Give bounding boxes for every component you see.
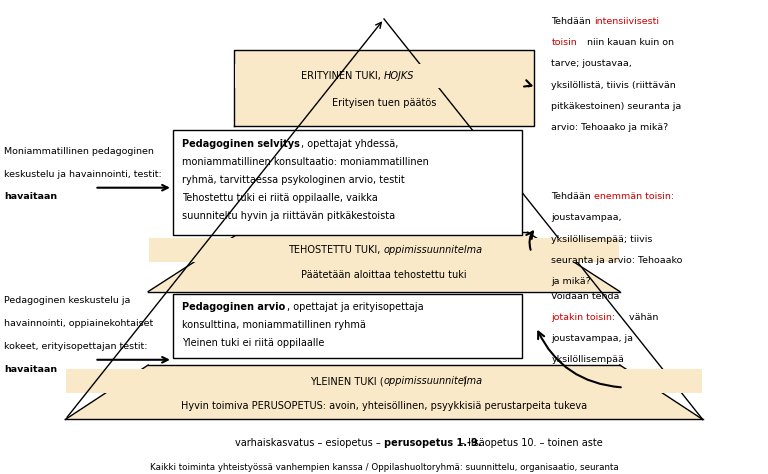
Text: toisin: toisin xyxy=(551,38,578,47)
Text: Päätetään aloittaa tehostettu tuki: Päätetään aloittaa tehostettu tuki xyxy=(301,270,467,280)
Polygon shape xyxy=(234,50,534,126)
Text: , opettajat ja erityisopettaja: , opettajat ja erityisopettaja xyxy=(287,302,424,312)
Text: joustavampaa, ja: joustavampaa, ja xyxy=(551,334,634,343)
Text: ja mikä?: ja mikä? xyxy=(551,277,591,286)
Text: Tehdään: Tehdään xyxy=(551,17,594,26)
Text: ERITYINEN TUKI,: ERITYINEN TUKI, xyxy=(301,71,384,82)
Text: Pedagoginen arvio: Pedagoginen arvio xyxy=(182,302,285,312)
Text: oppimissuunnitelma: oppimissuunnitelma xyxy=(384,376,483,386)
Text: Moniammatillinen pedagoginen: Moniammatillinen pedagoginen xyxy=(4,147,154,156)
Text: yksilöllisempää; tiivis: yksilöllisempää; tiivis xyxy=(551,235,653,244)
Polygon shape xyxy=(65,365,703,419)
Polygon shape xyxy=(148,232,620,292)
FancyArrowPatch shape xyxy=(524,80,531,87)
Text: keskustelu ja havainnointi, testit:: keskustelu ja havainnointi, testit: xyxy=(4,170,161,179)
Text: seuranta ja arvio: Tehoaako: seuranta ja arvio: Tehoaako xyxy=(551,256,683,265)
Text: HOJKS: HOJKS xyxy=(384,71,415,82)
Text: joustavampaa,: joustavampaa, xyxy=(551,213,622,222)
Text: kokeet, erityisopettajan testit:: kokeet, erityisopettajan testit: xyxy=(4,342,147,351)
Text: oppimissuunnitelma: oppimissuunnitelma xyxy=(384,245,483,255)
Text: Tehostettu tuki ei riitä oppilaalle, vaikka: Tehostettu tuki ei riitä oppilaalle, vai… xyxy=(182,193,378,203)
Text: tarve; joustavaa,: tarve; joustavaa, xyxy=(551,59,632,68)
Text: arvio: Tehoaako ja mikä?: arvio: Tehoaako ja mikä? xyxy=(551,123,669,132)
Text: , opettajat yhdessä,: , opettajat yhdessä, xyxy=(301,139,399,149)
Text: Kaikki toiminta yhteistyössä vanhempien kanssa / Oppilashuoltoryhmä: suunnittelu: Kaikki toiminta yhteistyössä vanhempien … xyxy=(150,463,618,472)
FancyBboxPatch shape xyxy=(149,238,619,262)
FancyBboxPatch shape xyxy=(66,370,702,393)
Text: ERITYINEN TUKI,: ERITYINEN TUKI, xyxy=(297,64,380,74)
Text: Yleinen tuki ei riitä oppilaalle: Yleinen tuki ei riitä oppilaalle xyxy=(182,338,324,348)
Text: perusopetus 1.-9.: perusopetus 1.-9. xyxy=(384,438,482,448)
Text: Voidaan tehdä: Voidaan tehdä xyxy=(551,292,620,301)
FancyBboxPatch shape xyxy=(173,294,522,358)
Text: pitkäkestoinen) seuranta ja: pitkäkestoinen) seuranta ja xyxy=(551,102,682,111)
Text: HOJKS: HOJKS xyxy=(381,64,412,74)
Text: enemmän toisin:: enemmän toisin: xyxy=(594,192,674,201)
Text: TEHOSTETTU TUKI,: TEHOSTETTU TUKI, xyxy=(289,245,384,255)
Text: varhaiskasvatus – esiopetus –: varhaiskasvatus – esiopetus – xyxy=(235,438,384,448)
Text: – lisäopetus 10. – toinen aste: – lisäopetus 10. – toinen aste xyxy=(457,438,603,448)
Text: havainnointi, oppiainekohtaiset: havainnointi, oppiainekohtaiset xyxy=(4,319,153,328)
FancyArrowPatch shape xyxy=(538,332,621,387)
Text: havaitaan: havaitaan xyxy=(4,192,57,201)
Text: Erityisen tuen päätös: Erityisen tuen päätös xyxy=(332,98,436,108)
Text: niin kauan kuin on: niin kauan kuin on xyxy=(584,38,674,47)
FancyBboxPatch shape xyxy=(235,64,533,88)
Text: yksilöllistä, tiivis (riittävän: yksilöllistä, tiivis (riittävän xyxy=(551,81,676,90)
Text: Pedagoginen keskustelu ja: Pedagoginen keskustelu ja xyxy=(4,296,131,305)
Text: ): ) xyxy=(462,376,466,386)
Text: YLEINEN TUKI (: YLEINEN TUKI ( xyxy=(310,376,384,386)
Text: intensiivisesti: intensiivisesti xyxy=(594,17,659,26)
Text: Hyvin toimiva PERUSOPETUS: avoin, yhteisöllinen, psyykkisiä perustarpeita tukeva: Hyvin toimiva PERUSOPETUS: avoin, yhteis… xyxy=(181,401,587,411)
Text: ryhmä, tarvittaessa psykologinen arvio, testit: ryhmä, tarvittaessa psykologinen arvio, … xyxy=(182,175,405,185)
Text: Pedagoginen selvitys: Pedagoginen selvitys xyxy=(182,139,300,149)
FancyArrowPatch shape xyxy=(526,232,533,250)
Text: moniammatillinen konsultaatio: moniammatillinen: moniammatillinen konsultaatio: moniammat… xyxy=(182,157,429,167)
Text: jotakin toisin:: jotakin toisin: xyxy=(551,313,615,322)
Text: yksilöllisempää: yksilöllisempää xyxy=(551,356,624,365)
Text: Tehdään: Tehdään xyxy=(551,192,594,201)
FancyBboxPatch shape xyxy=(173,130,522,235)
Text: havaitaan: havaitaan xyxy=(4,365,57,374)
Text: suunniteltu hyvin ja riittävän pitkäkestoista: suunniteltu hyvin ja riittävän pitkäkest… xyxy=(182,211,396,221)
Text: vähän: vähän xyxy=(626,313,658,322)
Text: konsulttina, moniammatillinen ryhmä: konsulttina, moniammatillinen ryhmä xyxy=(182,320,366,330)
Text: ERITYINEN TUKI,  HOJKS: ERITYINEN TUKI, HOJKS xyxy=(326,64,442,74)
